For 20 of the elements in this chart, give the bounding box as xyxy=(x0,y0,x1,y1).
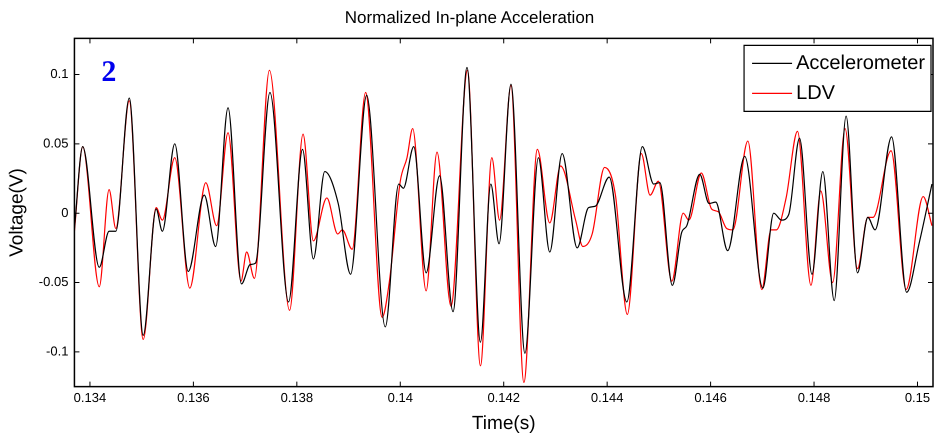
y-tick-label: 0 xyxy=(61,204,68,220)
legend-label: Accelerometer xyxy=(796,52,926,74)
x-tick-label: 0.15 xyxy=(904,390,930,405)
x-tick-label: 0.136 xyxy=(177,390,210,405)
y-tick-label: 0.05 xyxy=(43,135,68,150)
x-tick-label: 0.148 xyxy=(798,390,830,405)
legend-label: LDV xyxy=(796,82,836,104)
x-tick-label: 0.146 xyxy=(694,390,727,405)
x-tick-label: 0.142 xyxy=(487,390,520,405)
y-axis-title: Voltage(V) xyxy=(6,168,28,257)
x-tick-label: 0.14 xyxy=(388,390,413,405)
chart-title: Normalized In-plane Acceleration xyxy=(344,8,594,27)
x-tick-label: 0.134 xyxy=(74,390,106,405)
x-tick-label: 0.144 xyxy=(590,390,624,405)
annotation: 2 xyxy=(101,55,116,88)
y-tick-label: -0.1 xyxy=(46,343,68,358)
x-axis-title: Time(s) xyxy=(472,412,536,434)
y-tick-label: -0.05 xyxy=(38,274,68,290)
x-tick-label: 0.138 xyxy=(280,390,314,405)
y-tick-label: 0.1 xyxy=(50,66,68,82)
